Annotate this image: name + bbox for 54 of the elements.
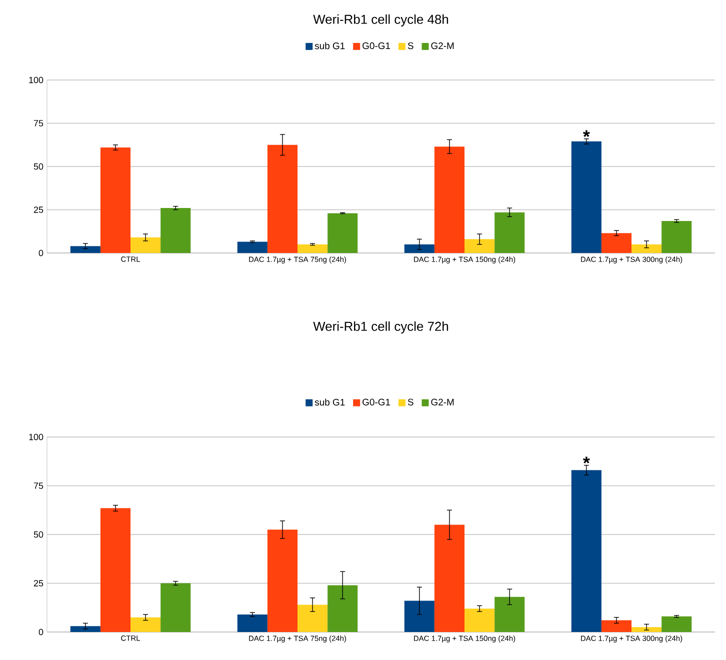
bar [160,208,191,253]
annotation: * [582,456,590,464]
y-tick-label: 25 [34,206,44,213]
legend-label: G2-M [431,42,454,50]
bar [160,583,191,632]
bar [267,530,298,632]
bar [464,239,495,253]
bar [404,600,434,632]
y-tick-label: 25 [34,580,44,586]
y-tick-label: 75 [34,120,44,126]
bar [632,627,662,632]
y-tick-label: 100 [29,76,44,84]
bar [70,246,100,253]
bar [237,614,268,632]
y-tick-label: 0 [38,250,44,256]
legend-label: sub G1 [314,398,345,406]
bar [267,144,298,253]
legend-label: G0-G1 [362,398,390,406]
bar [434,524,465,632]
bar [404,244,434,253]
bar [130,617,161,632]
bar [100,508,130,632]
chart-title: Weri-Rb1 cell cycle 48h [313,14,448,26]
bar [601,233,632,253]
bar [571,470,602,632]
legend-label: S [408,42,414,50]
chart-title: Weri-Rb1 cell cycle 72h [313,321,448,334]
annotation: * [582,130,590,137]
bar [328,585,358,632]
bar [328,213,358,253]
bar [662,220,692,253]
bar [237,242,268,253]
bar [662,616,692,632]
bar [494,596,525,632]
legend-label: G0-G1 [362,42,390,50]
bar [434,146,465,253]
legend-label: S [408,398,414,406]
y-tick-label: 50 [34,163,44,170]
bar [70,626,100,632]
y-tick-label: 100 [29,434,44,440]
legend-label: sub G1 [314,42,345,50]
bar [298,244,328,253]
bar [632,244,662,253]
y-tick-label: 0 [38,628,44,636]
bar [571,141,602,253]
bar [494,212,525,253]
bar [100,147,130,253]
y-tick-label: 50 [34,531,44,538]
legend-label: G2-M [431,398,454,406]
bar [130,237,161,253]
bar [464,608,495,632]
bar [298,604,328,632]
y-tick-label: 75 [34,482,44,489]
bar [601,620,632,632]
